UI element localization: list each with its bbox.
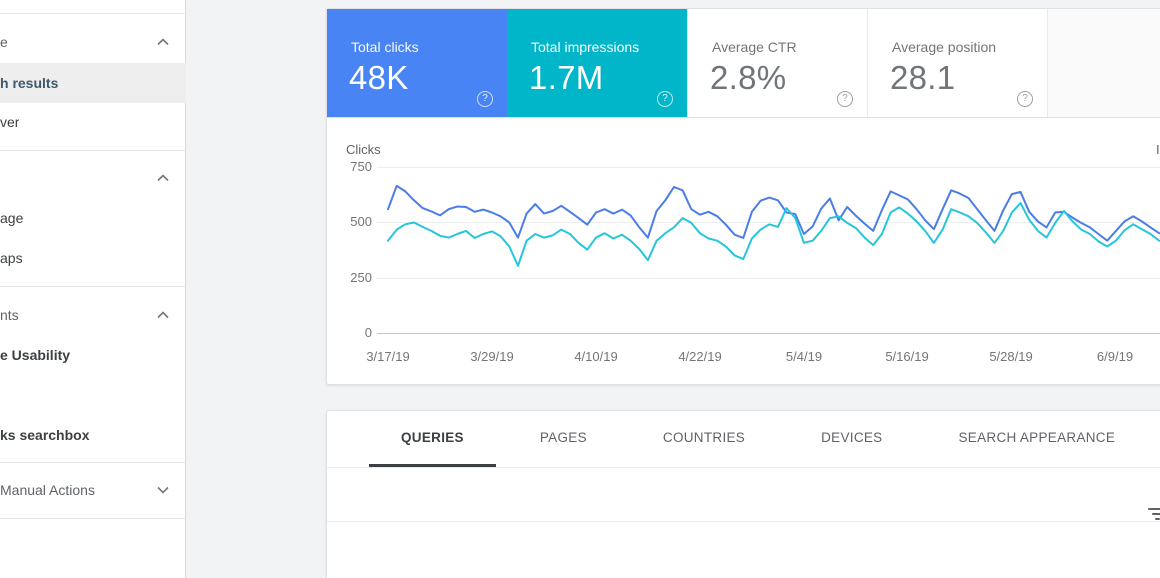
tab-search-appearance[interactable]: SEARCH APPEARANCE	[958, 430, 1116, 445]
x-tick-1: 3/29/19	[470, 349, 514, 364]
average-ctr-label: Average CTR	[712, 39, 797, 55]
total-clicks-value: 48K	[349, 59, 409, 96]
sidebar-divider	[0, 462, 186, 463]
gridline-0	[377, 333, 1160, 334]
gridline-500	[377, 222, 1160, 223]
sidebar-divider	[0, 286, 186, 287]
right-axis-title-clipped: I	[1156, 142, 1160, 157]
sidebar-item-search-results[interactable]: h results	[0, 63, 186, 103]
tab-queries[interactable]: QUERIES	[369, 411, 496, 467]
total-impressions-card[interactable]: Total impressions 1.7M ?	[507, 9, 687, 117]
chevron-up-icon[interactable]	[157, 174, 169, 182]
x-tick-2: 4/10/19	[574, 349, 618, 364]
sidebar-divider	[0, 150, 186, 151]
help-icon[interactable]: ?	[657, 91, 673, 107]
y-tick-0: 0	[364, 325, 372, 340]
y-tick-500: 500	[350, 214, 372, 229]
help-icon[interactable]: ?	[1017, 91, 1033, 107]
sidebar-item-search-results-label: h results	[0, 75, 59, 91]
impressions-line	[387, 202, 1160, 267]
table-header-row: Query ↓ Clicks Im	[327, 522, 1160, 578]
metric-card-empty-slot	[1047, 9, 1160, 117]
sidebar-item-sitemaps[interactable]: aps	[0, 238, 186, 278]
average-position-label: Average position	[892, 39, 997, 55]
performance-panel: Total clicks 48K ? Total impressions 1.7…	[326, 8, 1160, 385]
sidebar-section-performance[interactable]: e	[0, 22, 186, 62]
x-tick-4: 5/4/19	[785, 349, 823, 364]
sidebar-item-mobile-usability-label: e Usability	[0, 347, 71, 363]
x-tick-0: 3/17/19	[366, 349, 410, 364]
sidebar-item-discover-label: ver	[0, 114, 20, 130]
chevron-down-icon[interactable]	[157, 486, 169, 494]
average-position-card[interactable]: Average position 28.1 ?	[867, 9, 1047, 117]
sidebar-item-coverage[interactable]: age	[0, 198, 186, 238]
sidebar-section-index[interactable]	[0, 158, 186, 198]
x-tick-6: 5/28/19	[989, 349, 1033, 364]
total-impressions-label: Total impressions	[531, 39, 640, 55]
sidebar-item-sitelinks-searchbox-label: ks searchbox	[0, 427, 90, 443]
tab-devices[interactable]: DEVICES	[821, 430, 883, 445]
sidebar: e h results ver age aps nts	[0, 0, 186, 578]
sidebar-item-sitelinks-searchbox[interactable]: ks searchbox	[0, 415, 186, 455]
average-ctr-card[interactable]: Average CTR 2.8% ?	[687, 9, 867, 117]
chevron-up-icon[interactable]	[157, 311, 169, 319]
gridline-250	[377, 278, 1160, 279]
sidebar-divider	[0, 518, 186, 519]
cards-bottom-border	[327, 117, 1160, 118]
sidebar-item-coverage-label: age	[0, 210, 24, 226]
sidebar-item-security-manual-actions-label: Manual Actions	[0, 482, 95, 498]
sidebar-item-sitemaps-label: aps	[0, 250, 23, 266]
help-icon[interactable]: ?	[837, 91, 853, 107]
total-clicks-label: Total clicks	[351, 39, 419, 55]
y-tick-250: 250	[350, 270, 372, 285]
sidebar-item-mobile-usability[interactable]: e Usability	[0, 335, 186, 375]
average-ctr-value: 2.8%	[710, 59, 787, 96]
x-tick-7: 6/9/19	[1096, 349, 1134, 364]
dimension-tabs: QUERIES PAGES COUNTRIES DEVICES SEARCH A…	[327, 411, 1160, 468]
tab-pages[interactable]: PAGES	[539, 430, 587, 445]
x-tick-3: 4/22/19	[678, 349, 722, 364]
sidebar-item-discover[interactable]: ver	[0, 102, 186, 142]
y-tick-750: 750	[350, 159, 372, 174]
table-toolbar	[327, 469, 1160, 522]
filter-list-icon[interactable]	[1148, 508, 1160, 520]
tab-countries[interactable]: COUNTRIES	[662, 430, 746, 445]
x-tick-5: 5/16/19	[885, 349, 929, 364]
total-impressions-value: 1.7M	[529, 59, 604, 96]
total-clicks-card[interactable]: Total clicks 48K ?	[327, 9, 507, 117]
average-position-value: 28.1	[890, 59, 956, 96]
sidebar-section-performance-label: e	[0, 34, 8, 50]
sidebar-item-security-manual-actions[interactable]: Manual Actions	[0, 470, 186, 510]
sidebar-divider	[0, 13, 186, 14]
left-axis-title: Clicks	[346, 142, 381, 157]
help-icon[interactable]: ?	[477, 91, 493, 107]
gridline-750	[377, 167, 1160, 168]
dimensions-table-panel: QUERIES PAGES COUNTRIES DEVICES SEARCH A…	[326, 410, 1160, 578]
sidebar-section-enhancements[interactable]: nts	[0, 295, 186, 335]
clicks-line	[387, 184, 1160, 242]
chevron-up-icon[interactable]	[157, 38, 169, 46]
sidebar-section-enhancements-label: nts	[0, 307, 19, 323]
